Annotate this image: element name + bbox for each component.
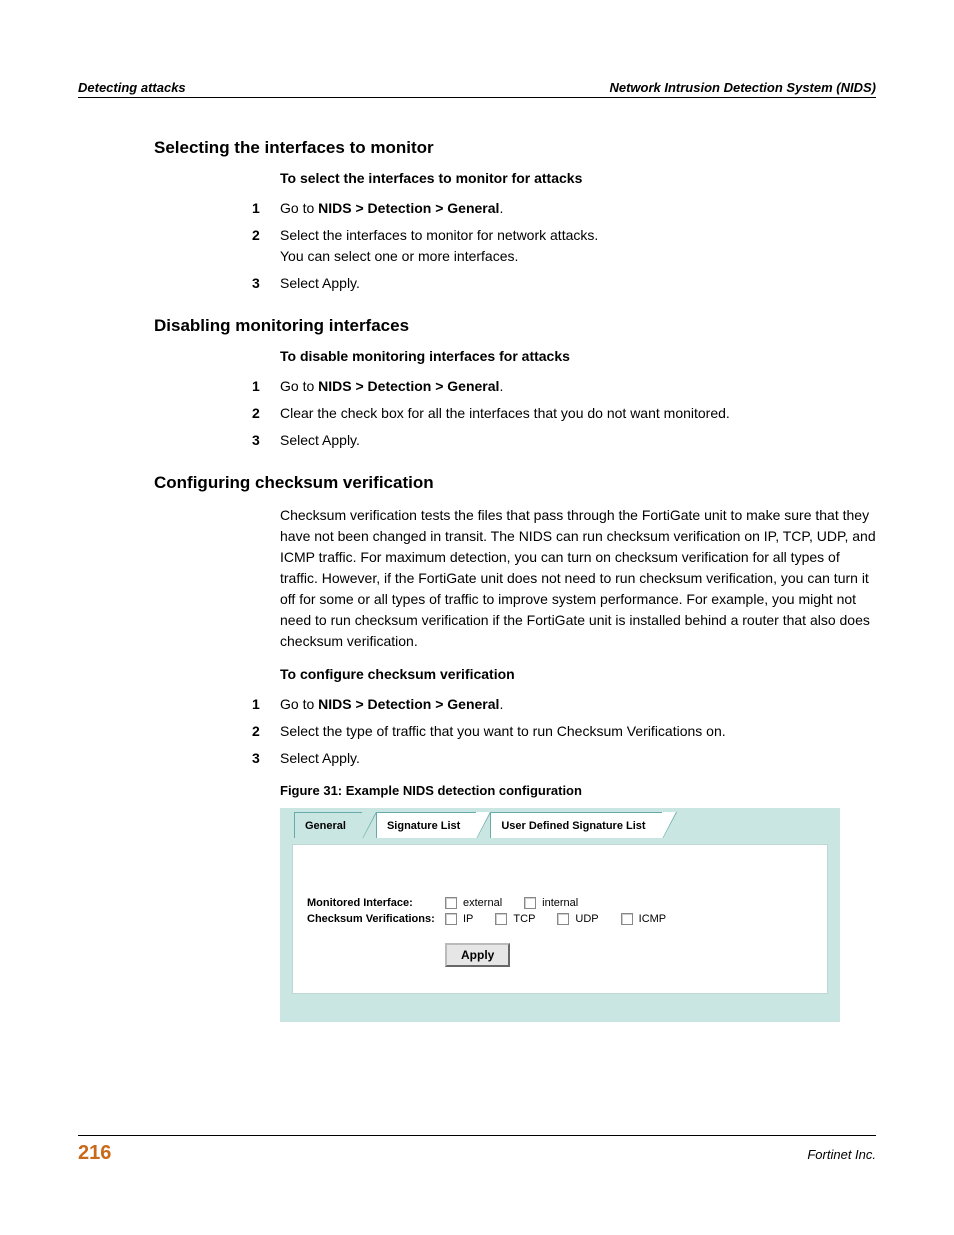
step: 3 Select Apply. [252,430,876,451]
step: 1 Go to NIDS > Detection > General. [252,376,876,397]
tab-general[interactable]: General [294,812,362,838]
step-text: Clear the check box for all the interfac… [280,403,876,424]
step-number: 1 [252,376,280,397]
header-left: Detecting attacks [78,80,186,95]
step: 3 Select Apply. [252,748,876,769]
procedure-title: To configure checksum verification [280,666,876,682]
step: 3 Select Apply. [252,273,876,294]
step: 2 Select the interfaces to monitor for n… [252,225,876,267]
checkbox-icon [445,897,457,909]
checksum-verifications-row: Checksum Verifications: IP TCP UDP ICMP [307,913,813,925]
checkbox-internal[interactable]: internal [524,897,578,909]
checkbox-icon [557,913,569,925]
step: 1 Go to NIDS > Detection > General. [252,198,876,219]
checkbox-icon [621,913,633,925]
step-text: Select Apply. [280,748,876,769]
checkbox-icon [495,913,507,925]
step-number: 2 [252,721,280,742]
step-number: 3 [252,748,280,769]
step-text: Select the type of traffic that you want… [280,721,876,742]
step-text: Go to NIDS > Detection > General. [280,198,876,219]
step: 2 Select the type of traffic that you wa… [252,721,876,742]
header-right: Network Intrusion Detection System (NIDS… [609,80,876,95]
tab-row: General Signature List User Defined Sign… [280,808,840,838]
step-text: Go to NIDS > Detection > General. [280,694,876,715]
step-number: 2 [252,225,280,267]
footer-company: Fortinet Inc. [807,1147,876,1162]
running-header: Detecting attacks Network Intrusion Dete… [78,80,876,95]
section-title-checksum: Configuring checksum verification [154,473,876,493]
checkbox-icmp[interactable]: ICMP [621,913,667,925]
step-number: 2 [252,403,280,424]
tab-user-defined-signature-list[interactable]: User Defined Signature List [490,812,661,838]
page: Detecting attacks Network Intrusion Dete… [0,0,954,1235]
checksum-verifications-label: Checksum Verifications: [307,913,445,925]
footer-rule [78,1135,876,1136]
monitored-interface-row: Monitored Interface: external internal [307,897,813,909]
footer-row: 216 Fortinet Inc. [78,1142,876,1165]
step-number: 3 [252,430,280,451]
step-number: 1 [252,198,280,219]
tab-signature-list[interactable]: Signature List [376,812,476,838]
checkbox-udp[interactable]: UDP [557,913,598,925]
figure-caption: Figure 31: Example NIDS detection config… [280,783,876,798]
checkbox-icon [445,913,457,925]
checkbox-ip[interactable]: IP [445,913,473,925]
step-number: 1 [252,694,280,715]
section-title-disabling: Disabling monitoring interfaces [154,316,876,336]
checkbox-external[interactable]: external [445,897,502,909]
paragraph: Checksum verification tests the files th… [280,505,876,652]
step-text: Select the interfaces to monitor for net… [280,225,876,267]
procedure-title: To select the interfaces to monitor for … [280,170,876,186]
step: 2 Clear the check box for all the interf… [252,403,876,424]
procedure-title: To disable monitoring interfaces for att… [280,348,876,364]
step: 1 Go to NIDS > Detection > General. [252,694,876,715]
section-title-selecting: Selecting the interfaces to monitor [154,138,876,158]
apply-button[interactable]: Apply [445,943,510,967]
monitored-interface-label: Monitored Interface: [307,897,445,909]
checkbox-icon [524,897,536,909]
footer: 216 Fortinet Inc. [78,1135,876,1165]
step-text: Select Apply. [280,430,876,451]
nids-config-panel: General Signature List User Defined Sign… [280,808,840,1022]
step-text: Go to NIDS > Detection > General. [280,376,876,397]
step-text: Select Apply. [280,273,876,294]
checkbox-tcp[interactable]: TCP [495,913,535,925]
panel-body: Monitored Interface: external internal C… [292,844,828,994]
header-rule [78,97,876,98]
page-number: 216 [78,1142,111,1165]
step-number: 3 [252,273,280,294]
